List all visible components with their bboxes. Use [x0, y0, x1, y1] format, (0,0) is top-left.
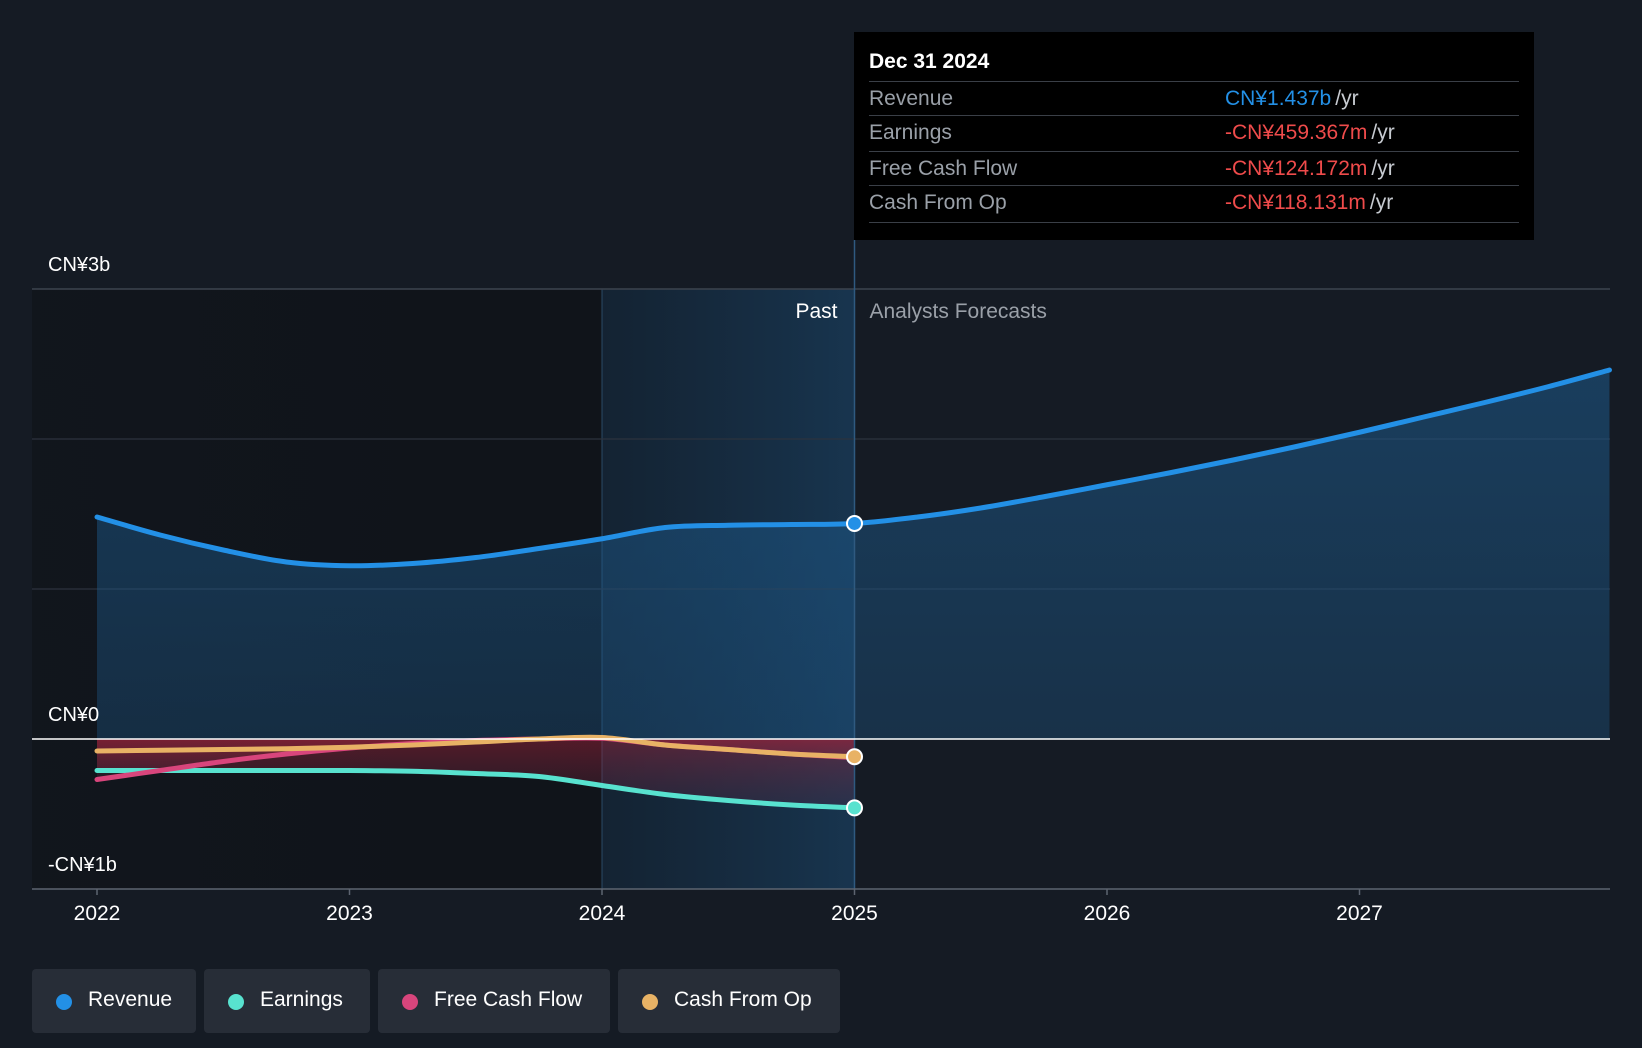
revenue-line — [94, 367, 1612, 569]
data-tooltip: Dec 31 2024 Revenue CN¥1.437b/yr Earning… — [854, 32, 1534, 240]
earnings-point — [846, 799, 863, 817]
revenue-point — [846, 514, 863, 532]
tooltip-unit: /yr — [1335, 87, 1359, 110]
tooltip-value: -CN¥118.131m — [1225, 191, 1366, 214]
revenue-dot-icon — [56, 994, 72, 1010]
tooltip-label: Cash From Op — [869, 191, 1007, 214]
chart-canvas — [32, 240, 1612, 895]
past-section-label: Past — [795, 300, 838, 323]
y-tick-label: CN¥3b — [48, 254, 111, 276]
x-tick-label: 2027 — [1336, 902, 1383, 925]
tooltip-unit: /yr — [1369, 191, 1394, 214]
forecast-section-label: Analysts Forecasts — [869, 300, 1047, 323]
x-tick-label: 2022 — [73, 902, 121, 925]
earnings-line — [94, 767, 857, 811]
tooltip-label: Earnings — [869, 121, 952, 144]
tooltip-date: Dec 31 2024 — [869, 50, 990, 73]
x-tick-label: 2025 — [831, 902, 878, 925]
tooltip-row-revenue: Revenue CN¥1.437b/yr — [869, 81, 1519, 116]
tooltip-row-cash-from-op: Cash From Op -CN¥118.131m/yr — [869, 185, 1519, 220]
cash-from-op-point — [846, 748, 863, 766]
highlight-points — [846, 514, 863, 817]
tooltip-value-wrap: -CN¥118.131m/yr — [1225, 191, 1393, 215]
cash-from-op-line — [94, 734, 857, 760]
legend-item-revenue[interactable]: Revenue — [32, 969, 196, 1033]
tooltip-value: -CN¥459.367m — [1225, 121, 1368, 144]
free-cash-flow-dot-icon — [402, 994, 418, 1010]
tooltip-label: Free Cash Flow — [869, 157, 1018, 180]
legend-label: Revenue — [88, 988, 173, 1011]
cash-from-op-dot-icon — [642, 994, 658, 1010]
tooltip-value-wrap: CN¥1.437b/yr — [1225, 87, 1359, 111]
tooltip-divider — [869, 222, 1519, 223]
axes — [32, 240, 1610, 895]
legend-item-free-cash-flow[interactable]: Free Cash Flow — [378, 969, 610, 1033]
earnings-dot-icon — [228, 994, 244, 1010]
tooltip-value-wrap: -CN¥124.172m/yr — [1225, 157, 1395, 181]
tooltip-value: -CN¥124.172m — [1225, 157, 1368, 180]
x-tick-label: 2026 — [1083, 902, 1131, 925]
legend-label: Earnings — [260, 988, 343, 1011]
y-tick-label: -CN¥1b — [48, 854, 117, 876]
tooltip-label: Revenue — [869, 87, 954, 110]
tooltip-value-wrap: -CN¥459.367m/yr — [1225, 121, 1395, 145]
legend-label: Cash From Op — [674, 988, 812, 1011]
tooltip-unit: /yr — [1371, 157, 1395, 180]
series-lines — [94, 367, 1612, 811]
tooltip-row-free-cash-flow: Free Cash Flow -CN¥124.172m/yr — [869, 151, 1519, 186]
tooltip-value: CN¥1.437b — [1225, 87, 1332, 110]
legend-item-cash-from-op[interactable]: Cash From Op — [618, 969, 840, 1033]
legend-item-earnings[interactable]: Earnings — [204, 969, 370, 1033]
legend-label: Free Cash Flow — [434, 988, 583, 1011]
y-tick-label: CN¥0 — [48, 704, 100, 726]
tooltip-row-earnings: Earnings -CN¥459.367m/yr — [869, 115, 1519, 150]
x-tick-label: 2023 — [326, 902, 373, 925]
x-tick-label: 2024 — [578, 902, 626, 925]
tooltip-unit: /yr — [1371, 121, 1395, 144]
